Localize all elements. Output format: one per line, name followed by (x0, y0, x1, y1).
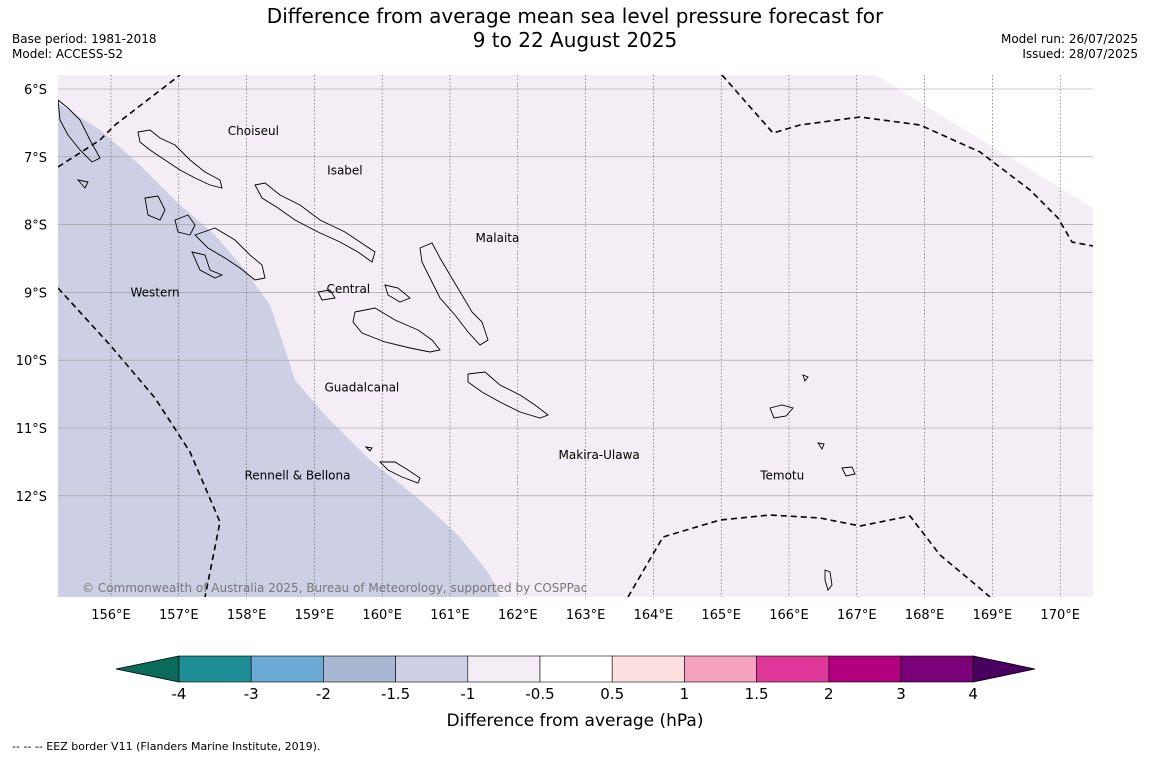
coastline-florida-islands (317, 284, 411, 303)
issued-text: Issued: 28/07/2025 (1022, 47, 1138, 61)
lon-label: 159°E (295, 608, 335, 623)
base-period-text: Base period: 1981-2018 (12, 32, 157, 46)
coastline-santa-cruz (769, 374, 856, 477)
province-label: Guadalcanal (324, 380, 399, 394)
latitude-labels: 6°S 7°S 8°S 9°S 10°S 11°S 12°S (16, 83, 47, 505)
colorbar-segment (756, 655, 830, 683)
lon-label: 157°E (159, 608, 199, 623)
eez-footnote: -- -- -- EEZ border V11 (Flanders Marine… (12, 740, 320, 753)
model-text: Model: ACCESS-S2 (12, 47, 124, 61)
lon-label: 160°E (362, 608, 402, 623)
lon-label: 166°E (769, 608, 809, 623)
colorbar-tick-label: 1.5 (745, 685, 769, 703)
eez-border-png-north (58, 75, 181, 168)
lat-label: 9°S (24, 286, 47, 301)
lon-label: 161°E (430, 608, 470, 623)
colorbar (115, 655, 1036, 683)
colorbar-segment (395, 655, 469, 683)
lon-label: 156°E (91, 608, 131, 623)
longitude-labels: 156°E 157°E 158°E 159°E 160°E 161°E 162°E 163°E… (91, 608, 1080, 623)
lat-label: 6°S (24, 83, 47, 98)
colorbar-segment (250, 655, 324, 683)
lon-label: 169°E (973, 608, 1013, 623)
province-labels: Choiseul Isabel Malaita Central Western Guada… (130, 124, 804, 482)
lon-label: 170°E (1040, 608, 1080, 623)
colorbar-tick-label: -1 (460, 685, 475, 703)
coastline-guadalcanal (352, 307, 441, 353)
colorbar-segment (611, 655, 685, 683)
colorbar-tick-label: -2 (316, 685, 331, 703)
lon-label: 158°E (227, 608, 267, 623)
colorbar-tick-label: 0.5 (600, 685, 624, 703)
lon-label: 162°E (498, 608, 538, 623)
coastline-isabel (254, 182, 376, 263)
coastline-vanikoro-small (824, 569, 833, 591)
coastline-rennell (364, 446, 421, 484)
colorbar-tick-label: 4 (968, 685, 978, 703)
lon-label: 167°E (837, 608, 877, 623)
coastline-makira (467, 371, 549, 419)
colorbar-segment (323, 655, 396, 683)
coastline-new-georgia (174, 214, 266, 281)
colorbar-title: Difference from average (hPa) (447, 711, 704, 731)
colorbar-tick-label: -0.5 (525, 685, 554, 703)
map-title-line1: Difference from average mean sea level p… (266, 4, 884, 28)
coastline-shortlands (144, 195, 166, 221)
eez-border-png-east (58, 287, 221, 597)
colorbar-tick-label: -1.5 (381, 685, 410, 703)
colorbar-segment (900, 655, 974, 683)
lat-label: 10°S (16, 354, 47, 369)
colorbar-tick-label: -3 (244, 685, 259, 703)
copyright-text: © Commonwealth of Australia 2025, Bureau… (82, 581, 587, 595)
colorbar-segment (178, 655, 252, 683)
lat-label: 12°S (16, 490, 47, 505)
anomaly-band-minus-1-5-to-minus-1 (58, 75, 500, 597)
coastline-bougainville-tip (58, 99, 101, 189)
eez-border-nauru-tuvalu (721, 75, 1093, 247)
lon-label: 165°E (701, 608, 741, 623)
colorbar-extend-low (115, 655, 180, 683)
colorbar-segment (539, 655, 613, 683)
eez-borders (58, 75, 1093, 597)
colorbar-extend-high (972, 655, 1036, 683)
map-title-line2: 9 to 22 August 2025 (472, 28, 678, 52)
graticule (58, 75, 1093, 597)
province-label: Malaita (476, 231, 520, 245)
province-label: Makira-Ulawa (559, 448, 640, 462)
lon-label: 163°E (566, 608, 606, 623)
colorbar-segment (467, 655, 541, 683)
colorbar-segment (684, 655, 757, 683)
province-label: Choiseul (228, 124, 279, 138)
lon-label: 164°E (634, 608, 674, 623)
colorbar-tick-label: -4 (172, 685, 187, 703)
model-run-text: Model run: 26/07/2025 (1000, 32, 1138, 46)
province-label: Temotu (759, 468, 804, 482)
colorbar-tick-label: 1 (680, 685, 690, 703)
province-label: Central (326, 282, 370, 296)
lat-label: 11°S (16, 422, 47, 437)
lat-label: 8°S (24, 219, 47, 234)
map-area (58, 75, 1093, 597)
province-label: Western (130, 285, 179, 299)
lat-label: 7°S (24, 151, 47, 166)
colorbar-tick-label: 3 (896, 685, 906, 703)
coastlines (58, 99, 856, 591)
province-label: Rennell & Bellona (244, 468, 350, 482)
province-label: Isabel (327, 163, 362, 177)
lon-label: 168°E (905, 608, 945, 623)
coastline-malaita (419, 242, 489, 346)
colorbar-ticks: -4 -3 -2 -1.5 -1 -0.5 0.5 1 1.5 2 3 4 (172, 685, 978, 703)
colorbar-tick-label: 2 (824, 685, 834, 703)
colorbar-segment (828, 655, 902, 683)
coastline-choiseul (137, 129, 223, 189)
